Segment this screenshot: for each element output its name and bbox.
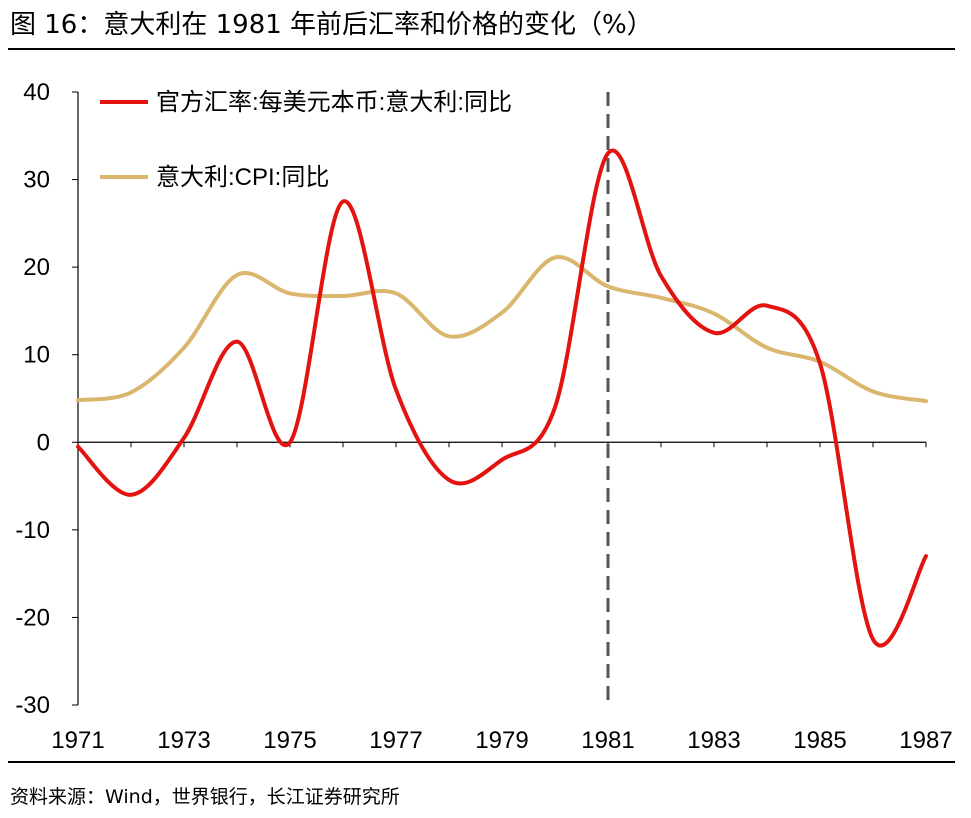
title-divider	[8, 48, 955, 50]
series-line-cpi	[76, 255, 928, 404]
x-tick-label: 1983	[687, 727, 740, 754]
x-tick-label: 1981	[581, 727, 634, 754]
legend-label: 官方汇率:每美元本币:意大利:同比	[156, 89, 512, 116]
chart-title: 图 16：意大利在 1981 年前后汇率和价格的变化（%）	[10, 10, 653, 40]
series-lines	[76, 148, 928, 648]
y-tick-label: -30	[15, 692, 50, 719]
y-tick-label: -10	[15, 517, 50, 544]
x-tick-label: 1985	[793, 727, 846, 754]
x-tick-label: 1979	[475, 727, 528, 754]
legend-label: 意大利:CPI:同比	[156, 164, 329, 191]
x-tick-label: 1973	[157, 727, 210, 754]
y-tick-label: 10	[23, 342, 50, 369]
y-tick-label: 40	[23, 79, 50, 106]
footer-divider	[8, 761, 955, 763]
y-tick-label: 0	[37, 429, 50, 456]
x-tick-label: 1977	[369, 727, 422, 754]
x-tick-label: 1975	[263, 727, 316, 754]
y-tick-label: 30	[23, 167, 50, 194]
source-note: 资料来源：Wind，世界银行，长江证券研究所	[10, 786, 400, 808]
series-line-exchange-rate	[76, 148, 928, 648]
x-tick-label: 1987	[899, 727, 952, 754]
y-tick-label: -20	[15, 604, 50, 631]
y-tick-label: 20	[23, 254, 50, 281]
x-tick-label: 1971	[51, 727, 104, 754]
